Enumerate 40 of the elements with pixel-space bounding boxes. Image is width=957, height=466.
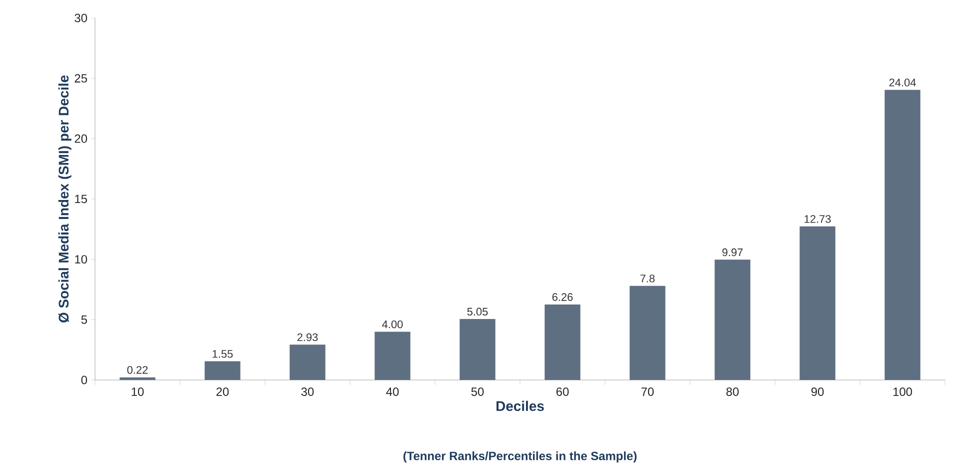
y-tick-label: 25 bbox=[74, 74, 87, 83]
x-tick-label: 10 bbox=[132, 388, 144, 396]
data-label: 9.97 bbox=[722, 248, 743, 256]
x-tick-label: 40 bbox=[386, 388, 399, 396]
y-tick-label: 15 bbox=[75, 194, 87, 204]
y-tick-label: 30 bbox=[74, 14, 88, 22]
bar bbox=[204, 361, 240, 380]
x-tick-label: 30 bbox=[301, 388, 314, 396]
bar bbox=[290, 344, 326, 380]
data-label: 7.8 bbox=[640, 274, 655, 282]
bar bbox=[800, 226, 836, 380]
bar bbox=[460, 319, 496, 380]
x-axis-title: Deciles bbox=[496, 400, 544, 412]
data-label: 4.00 bbox=[382, 320, 403, 328]
data-label: 1.55 bbox=[212, 350, 233, 358]
x-tick-label: 100 bbox=[893, 388, 912, 396]
data-label: 24.04 bbox=[889, 78, 916, 86]
bar bbox=[884, 90, 920, 380]
data-label: 6.26 bbox=[552, 293, 573, 301]
x-tick-label: 80 bbox=[726, 388, 739, 396]
bar bbox=[714, 260, 750, 380]
text: (Tenner Ranks/Percentiles in the Sample) bbox=[403, 451, 637, 463]
y-tick-label: 5 bbox=[81, 316, 87, 324]
bar bbox=[120, 377, 156, 380]
x-tick-label: 70 bbox=[641, 388, 654, 396]
x-tick-label: 20 bbox=[216, 388, 229, 396]
y-tick-label: 0 bbox=[81, 376, 88, 384]
bar bbox=[374, 332, 410, 380]
data-label: 5.05 bbox=[467, 308, 488, 316]
x-tick-label: 90 bbox=[811, 388, 824, 396]
y-tick-label: 20 bbox=[74, 134, 88, 143]
data-label: 2.93 bbox=[297, 333, 318, 342]
data-label: 0.22 bbox=[127, 366, 148, 374]
y-axis-title: Ø Social Media Index (SMI) per Decile bbox=[58, 76, 72, 322]
bar bbox=[544, 304, 580, 380]
data-label: 12.73 bbox=[804, 215, 831, 223]
y-tick-label: 10 bbox=[75, 255, 88, 264]
x-tick-label: 50 bbox=[471, 388, 484, 396]
x-tick-label: 60 bbox=[556, 388, 569, 396]
bar bbox=[630, 286, 666, 380]
